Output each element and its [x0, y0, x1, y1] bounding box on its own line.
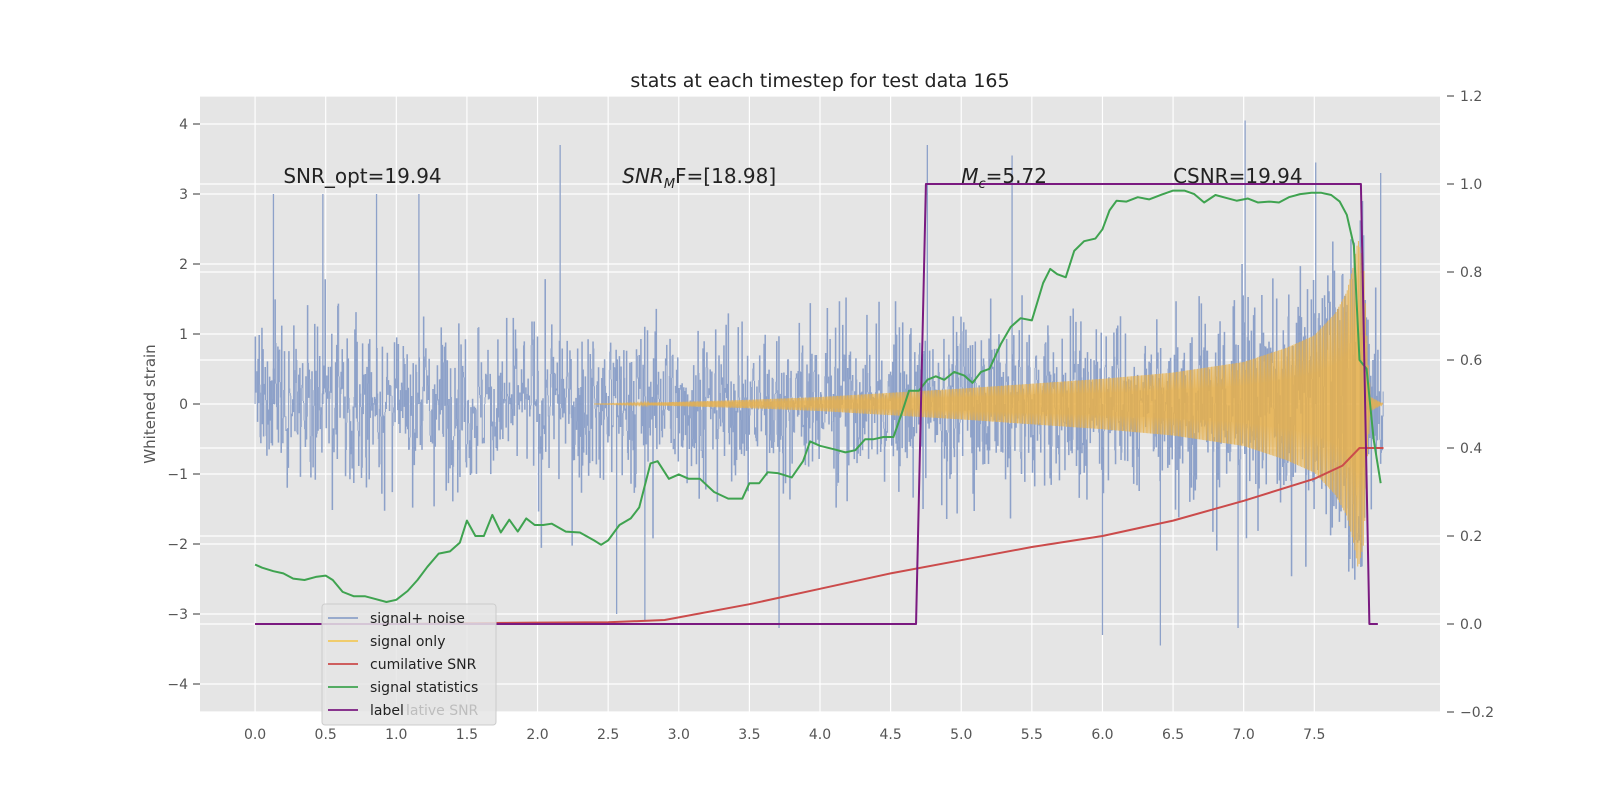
signal-noise-line [254, 201, 1384, 580]
y-tick-label: 2 [179, 257, 188, 273]
x-tick-label: 4.5 [879, 727, 901, 743]
x-tick-label: 6.0 [1091, 727, 1113, 743]
legend-label: signal only [370, 634, 445, 650]
y2-tick-label: 0.0 [1460, 617, 1482, 633]
y2-tick-label: 0.8 [1460, 265, 1482, 281]
x-tick-label: 5.0 [950, 727, 972, 743]
signal-statistics-line [254, 189, 1382, 603]
y-tick-label: 3 [179, 187, 188, 203]
x-tick-label: 0.5 [315, 727, 337, 743]
y2-tick-label: 1.0 [1460, 177, 1482, 193]
y2-tick-label: 0.4 [1460, 441, 1482, 457]
x-tick-label: 5.5 [1021, 727, 1043, 743]
x-tick-label: 3.5 [738, 727, 760, 743]
legend: signal+ noise signal only cumilative SNR si… [321, 603, 497, 726]
y2-tick-label: −0.2 [1460, 705, 1494, 721]
y2-tick-label: 0.6 [1460, 353, 1482, 369]
y-tick-label: −2 [167, 537, 188, 553]
y2-tick-label: 0.2 [1460, 529, 1482, 545]
tick-labels: 0.0 0.5 1.0 1.5 2.0 2.5 3.0 3.5 4.0 4.5 5.0 5.5 6.0 6… [167, 89, 1494, 743]
x-tick-label: 2.0 [526, 727, 548, 743]
x-tick-label: 7.0 [1233, 727, 1255, 743]
y-tick-label: −1 [167, 467, 188, 483]
x-tick-label: 1.0 [385, 727, 407, 743]
x-tick-label: 2.5 [597, 727, 619, 743]
legend-label: cumilative SNR [370, 657, 477, 673]
x-tick-label: 1.5 [456, 727, 478, 743]
signal-noise-series [254, 120, 1384, 646]
label-line [255, 183, 1378, 625]
annotation-text: Mc=5.72 [961, 164, 1047, 192]
x-tick-label: 4.0 [809, 727, 831, 743]
legend-label: signal statistics [370, 680, 478, 696]
legend-ghost-text: lative SNR [406, 703, 479, 719]
y2-tick-label: 1.2 [1460, 89, 1482, 105]
annotation-text: SNR_opt=19.94 [283, 164, 441, 188]
legend-label: signal+ noise [370, 611, 465, 627]
x-tick-label: 3.0 [668, 727, 690, 743]
y-tick-label: −3 [167, 607, 188, 623]
annotation-text: SNRMF=[18.98] [622, 164, 776, 192]
legend-label: label [370, 703, 404, 719]
y-axis-label: Whitened strain [141, 344, 159, 463]
signal-only-line [594, 240, 1384, 567]
annotations: SNR_opt=19.94 SNRMF=[18.98] Mc=5.72 CSNR=19… [283, 164, 1302, 192]
annotation-text: CSNR=19.94 [1173, 164, 1303, 188]
x-tick-label: 0.0 [244, 727, 266, 743]
y-tick-label: 0 [179, 397, 188, 413]
y-tick-label: 4 [179, 117, 188, 133]
x-tick-label: 6.5 [1162, 727, 1184, 743]
y-tick-label: 1 [179, 327, 188, 343]
x-tick-label: 7.5 [1303, 727, 1325, 743]
chart-title: stats at each timestep for test data 165 [630, 70, 1009, 92]
signal-only-series [594, 240, 1384, 567]
legend-box [321, 603, 497, 726]
y-tick-label: −4 [167, 677, 188, 693]
